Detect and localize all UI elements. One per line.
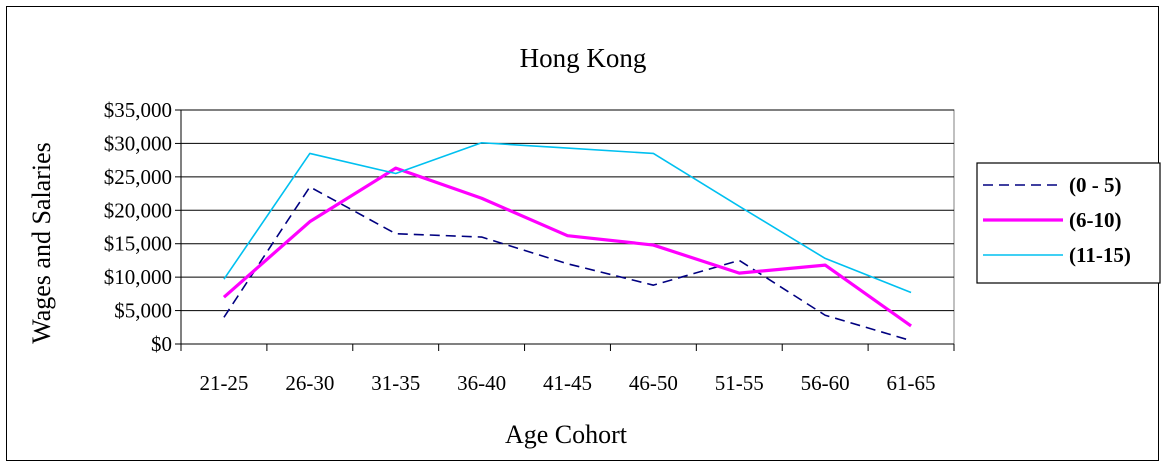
legend-label-2: (6-10) (1069, 208, 1121, 232)
series-lines (222, 141, 912, 342)
x-axis-ticks: 21-25 26-30 31-35 36-40 41-45 46-50 51-55 56-60… (180, 343, 955, 395)
y-tick-label: $0 (151, 332, 172, 356)
y-tick-label: $15,000 (104, 232, 172, 256)
y-tick-label: $35,000 (104, 98, 172, 122)
y-tick-label: $30,000 (104, 131, 172, 155)
x-tick-label: 46-50 (629, 371, 678, 395)
legend-label-3: (11-15) (1069, 243, 1131, 267)
x-tick-label: 56-60 (801, 371, 850, 395)
legend-label-1: (0 - 5) (1069, 173, 1121, 197)
x-tick-label: 41-45 (543, 371, 592, 395)
y-axis-label: Wages and Salaries (27, 142, 56, 344)
y-tick-label: $5,000 (114, 299, 172, 323)
x-tick-label: 51-55 (715, 371, 764, 395)
x-axis-label: Age Cohort (505, 420, 628, 449)
series-line-1 (223, 186, 912, 342)
y-tick-label: $25,000 (104, 165, 172, 189)
x-tick-label: 36-40 (457, 371, 506, 395)
x-tick-label: 21-25 (199, 371, 248, 395)
y-tick-label: $20,000 (104, 198, 172, 222)
x-tick-label: 26-30 (285, 371, 334, 395)
x-tick-label: 61-65 (887, 371, 936, 395)
legend-items: (0 - 5) (6-10) (11-15) (983, 173, 1131, 267)
plot-area (180, 109, 955, 345)
chart-title: Hong Kong (520, 43, 647, 73)
legend (976, 162, 1161, 284)
x-tick-label: 31-35 (371, 371, 420, 395)
y-tick-label: $10,000 (104, 265, 172, 289)
y-axis-ticks: $0 $5,000 $10,000 $15,000 $20,000 $25,000 $30,… (104, 98, 182, 356)
